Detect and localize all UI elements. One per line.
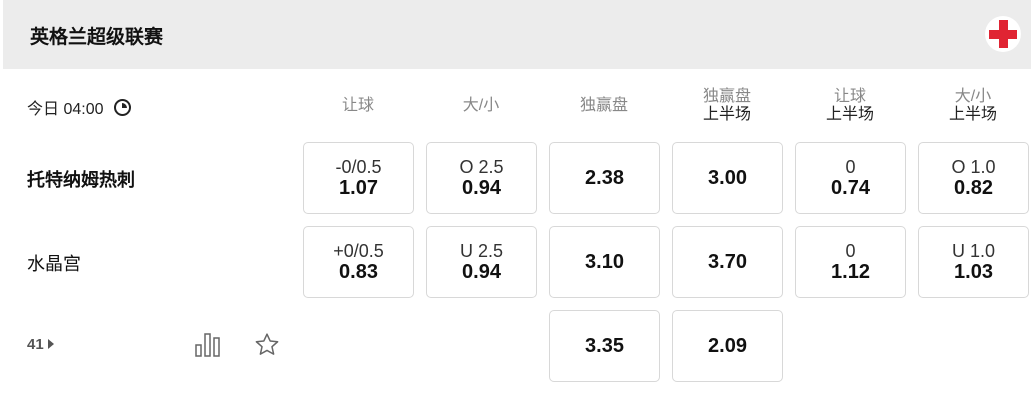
odds-button[interactable]: 2.38 — [549, 142, 660, 214]
odds-button[interactable]: U 1.0 1.03 — [918, 226, 1029, 298]
column-sublabel: 上半场 — [825, 106, 874, 123]
column-header: 让球 — [303, 84, 413, 128]
column-sublabel: 上半场 — [702, 106, 751, 123]
odds-line: 0 — [845, 241, 856, 261]
home-team: 托特纳姆热刺 — [27, 170, 135, 190]
column-header: 大/小 — [426, 84, 536, 128]
column-label: 让球 — [833, 88, 866, 105]
odds-button[interactable]: -0/0.5 1.07 — [303, 142, 414, 214]
odds-line: U 2.5 — [459, 241, 504, 261]
odds-value: 0.74 — [831, 177, 870, 199]
odds-button[interactable]: 3.35 — [549, 310, 660, 382]
odds-button[interactable]: U 2.5 0.94 — [426, 226, 537, 298]
column-sublabel: 上半场 — [948, 106, 997, 123]
odds-value: 3.00 — [708, 166, 747, 189]
column-header: 让球 上半场 — [795, 84, 905, 128]
odds-button[interactable]: 0 1.12 — [795, 226, 906, 298]
odds-value: 2.09 — [708, 334, 747, 357]
odds-value: 3.35 — [585, 334, 624, 357]
odds-button[interactable]: O 2.5 0.94 — [426, 142, 537, 214]
column-label: 独赢盘 — [702, 88, 751, 105]
odds-line: O 1.0 — [951, 157, 996, 177]
odds-value: 0.94 — [462, 177, 501, 199]
odds-value: 0.82 — [954, 177, 993, 199]
odds-value: 3.70 — [708, 250, 747, 273]
odds-line: +0/0.5 — [333, 241, 384, 261]
odds-value: 0.83 — [339, 261, 378, 283]
column-header: 独赢盘 — [549, 84, 659, 128]
odds-button[interactable]: 2.09 — [672, 310, 783, 382]
match-time-text: 今日 04:00 — [27, 101, 104, 118]
caret-right-icon — [47, 339, 54, 349]
column-label: 大/小 — [954, 88, 992, 105]
odds-line: 0 — [845, 157, 856, 177]
league-title: 英格兰超级联赛 — [30, 27, 164, 48]
england-flag-icon — [985, 16, 1021, 52]
odds-button[interactable]: +0/0.5 0.83 — [303, 226, 414, 298]
more-markets-button[interactable]: 41 — [27, 336, 54, 353]
odds-value: 1.07 — [339, 177, 378, 199]
odds-line: U 1.0 — [951, 241, 996, 261]
league-header: 英格兰超级联赛 — [3, 0, 1031, 69]
odds-line: O 2.5 — [459, 157, 504, 177]
column-label: 大/小 — [462, 97, 500, 114]
odds-value: 1.03 — [954, 261, 993, 283]
column-header: 独赢盘 上半场 — [672, 84, 782, 128]
odds-value: 2.38 — [585, 166, 624, 189]
match-time: 今日 04:00 — [27, 95, 131, 119]
column-header: 大/小 上半场 — [918, 84, 1028, 128]
more-markets-count: 41 — [27, 336, 44, 353]
away-team: 水晶宫 — [27, 254, 81, 274]
odds-value: 0.94 — [462, 261, 501, 283]
stats-icon[interactable] — [195, 333, 221, 357]
favorite-star-icon[interactable] — [254, 332, 280, 358]
odds-button[interactable]: 3.00 — [672, 142, 783, 214]
odds-button[interactable]: 3.70 — [672, 226, 783, 298]
odds-line: -0/0.5 — [335, 157, 382, 177]
column-label: 让球 — [341, 97, 374, 114]
odds-button[interactable]: 3.10 — [549, 226, 660, 298]
column-label: 独赢盘 — [579, 97, 628, 114]
odds-button[interactable]: 0 0.74 — [795, 142, 906, 214]
odds-button[interactable]: O 1.0 0.82 — [918, 142, 1029, 214]
clock-icon — [113, 98, 131, 116]
odds-value: 1.12 — [831, 261, 870, 283]
odds-value: 3.10 — [585, 250, 624, 273]
